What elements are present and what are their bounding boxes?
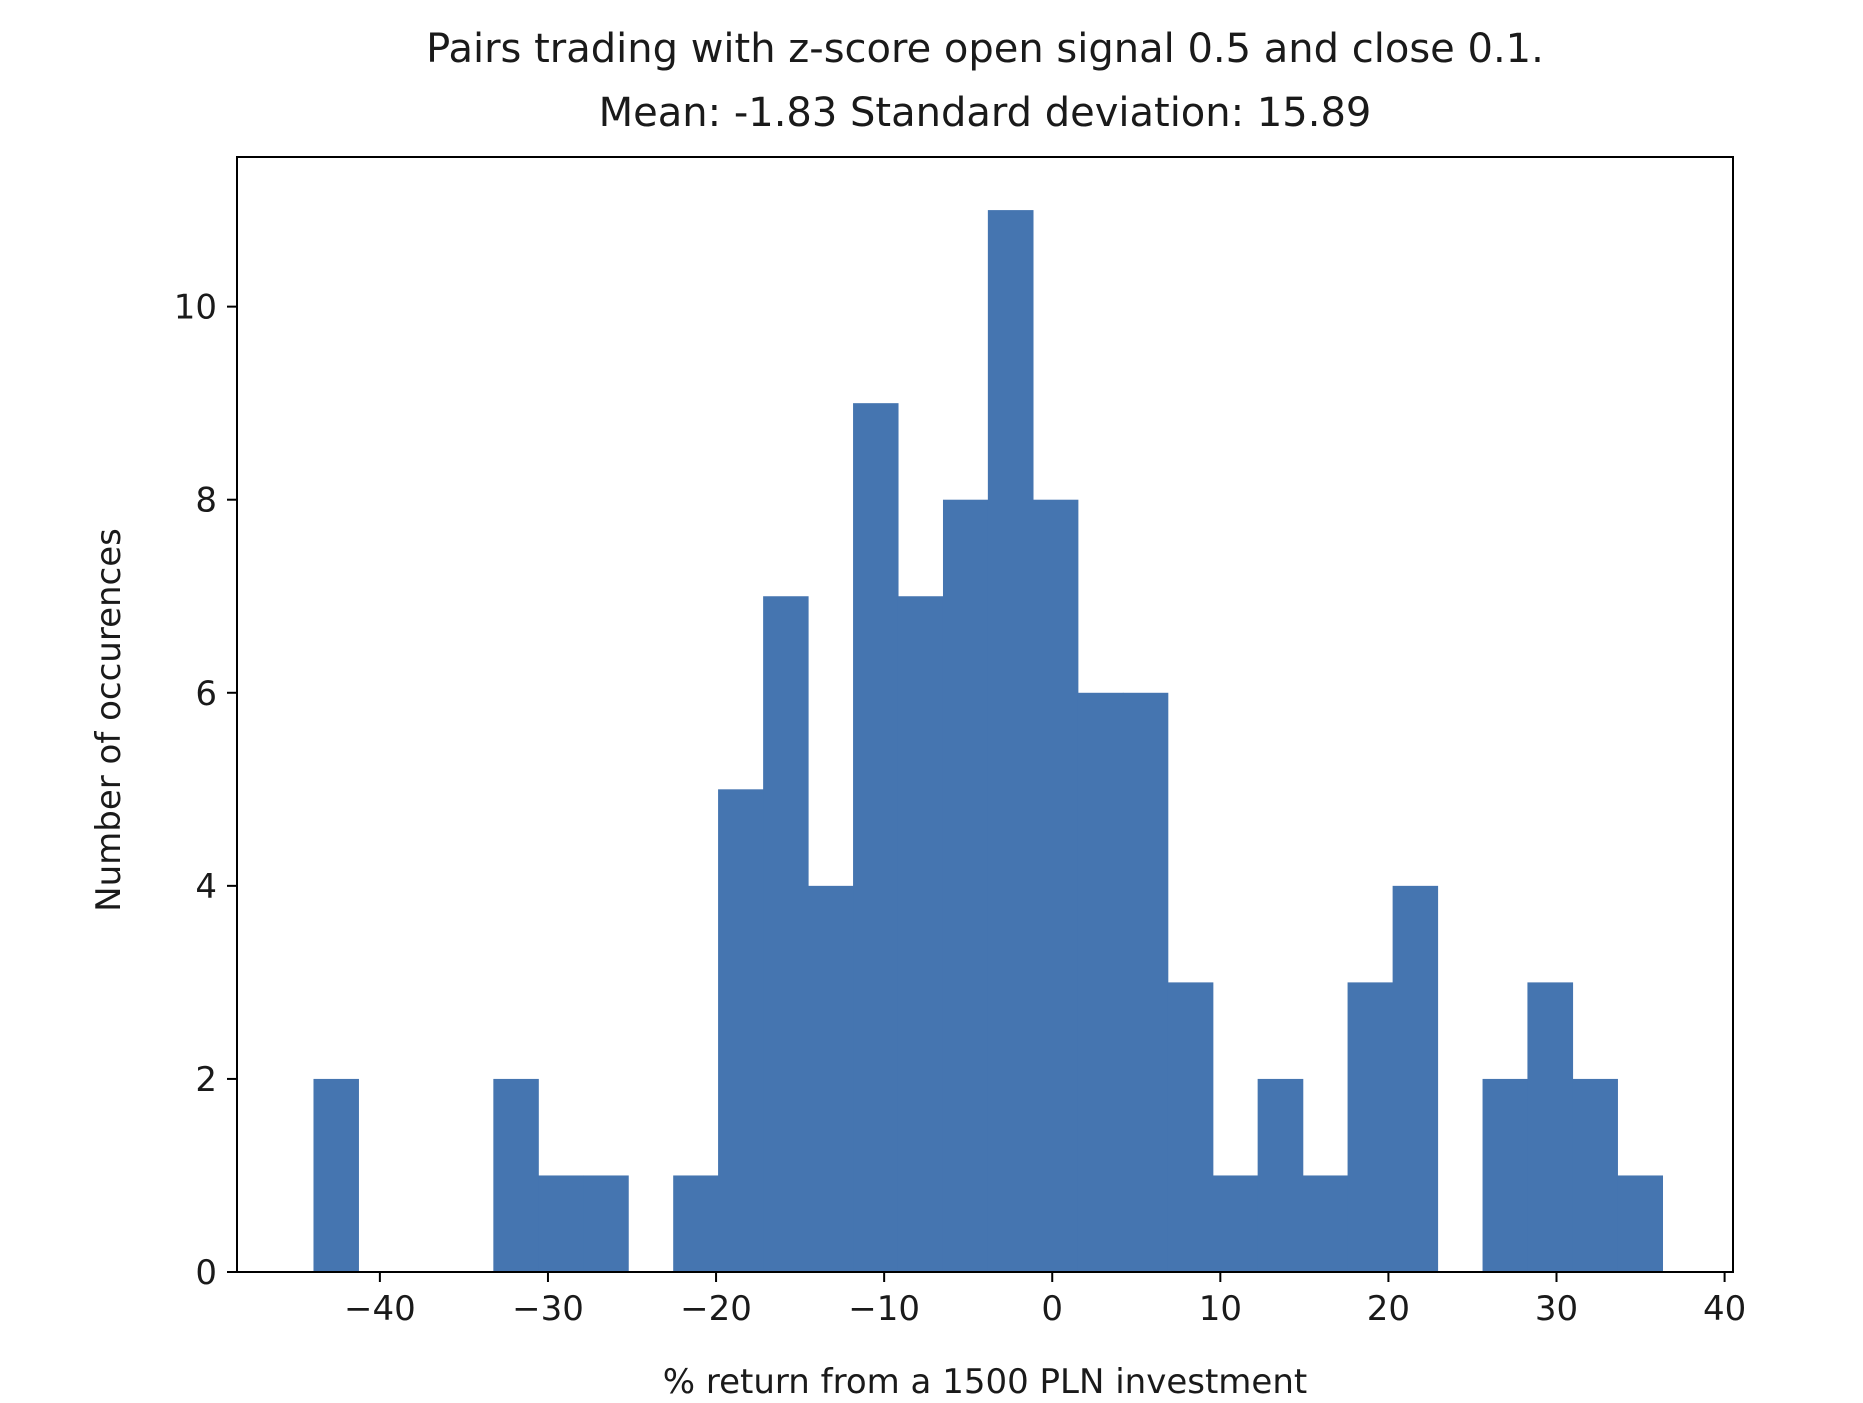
plot-area-frame <box>236 156 1734 1273</box>
x-tick-label: −20 <box>680 1289 752 1329</box>
histogram-bar-26 <box>1482 1078 1529 1272</box>
histogram-bar-27 <box>1527 982 1574 1272</box>
histogram-bar-18 <box>1122 692 1169 1272</box>
histogram-bar-8 <box>673 1175 719 1272</box>
histogram-bar-19 <box>1167 982 1214 1272</box>
histogram-bar-5 <box>538 1175 584 1272</box>
y-axis-label: Number of occurences <box>89 528 129 912</box>
histogram-bar-29 <box>1617 1175 1664 1272</box>
y-axis-ticks: 0 2 4 6 8 10 <box>174 288 237 1293</box>
histogram-bar-15 <box>987 210 1034 1273</box>
histogram-bar-20 <box>1212 1175 1259 1272</box>
x-axis-label: % return from a 1500 PLN investment <box>663 1362 1307 1398</box>
x-tick-label: 0 <box>1041 1289 1063 1329</box>
histogram-bar-28 <box>1572 1078 1618 1272</box>
histogram-bar-21 <box>1257 1078 1304 1272</box>
histogram-bar-24 <box>1392 885 1439 1272</box>
x-axis-ticks: −40 −30 −20 −10 0 10 20 30 40 <box>344 1272 1746 1329</box>
x-tick-label: −40 <box>344 1289 416 1329</box>
chart-title: Pairs trading with z-score open signal 0… <box>426 26 1544 72</box>
x-tick-label: 10 <box>1199 1289 1242 1329</box>
histogram-bar-23 <box>1347 982 1394 1272</box>
histogram-bar-22 <box>1302 1175 1349 1272</box>
histogram-bar-13 <box>897 596 944 1272</box>
x-tick-label: −10 <box>848 1289 920 1329</box>
histogram-bar-9 <box>718 789 764 1272</box>
x-tick-label: 20 <box>1367 1289 1410 1329</box>
histogram-bar-12 <box>853 403 899 1272</box>
y-tick-label: 10 <box>174 288 217 328</box>
y-tick-label: 2 <box>195 1060 217 1100</box>
y-tick-label: 0 <box>195 1253 217 1293</box>
histogram-bar-6 <box>583 1175 629 1272</box>
y-tick-label: 6 <box>195 674 217 714</box>
bars-group <box>313 210 1664 1273</box>
histogram-bar-10 <box>763 596 809 1272</box>
x-tick-label: 40 <box>1703 1289 1746 1329</box>
histogram-bar-11 <box>808 885 854 1272</box>
y-tick-label: 4 <box>195 867 217 907</box>
histogram-bar-17 <box>1077 692 1124 1272</box>
histogram-bar-0 <box>313 1078 359 1272</box>
x-tick-label: −30 <box>512 1289 584 1329</box>
y-tick-label: 8 <box>195 481 217 521</box>
histogram-bar-16 <box>1032 499 1079 1272</box>
chart-subtitle: Mean: -1.83 Standard deviation: 15.89 <box>599 90 1372 136</box>
histogram-bar-14 <box>942 499 989 1272</box>
x-tick-label: 30 <box>1535 1289 1578 1329</box>
histogram-bar-4 <box>493 1078 539 1272</box>
